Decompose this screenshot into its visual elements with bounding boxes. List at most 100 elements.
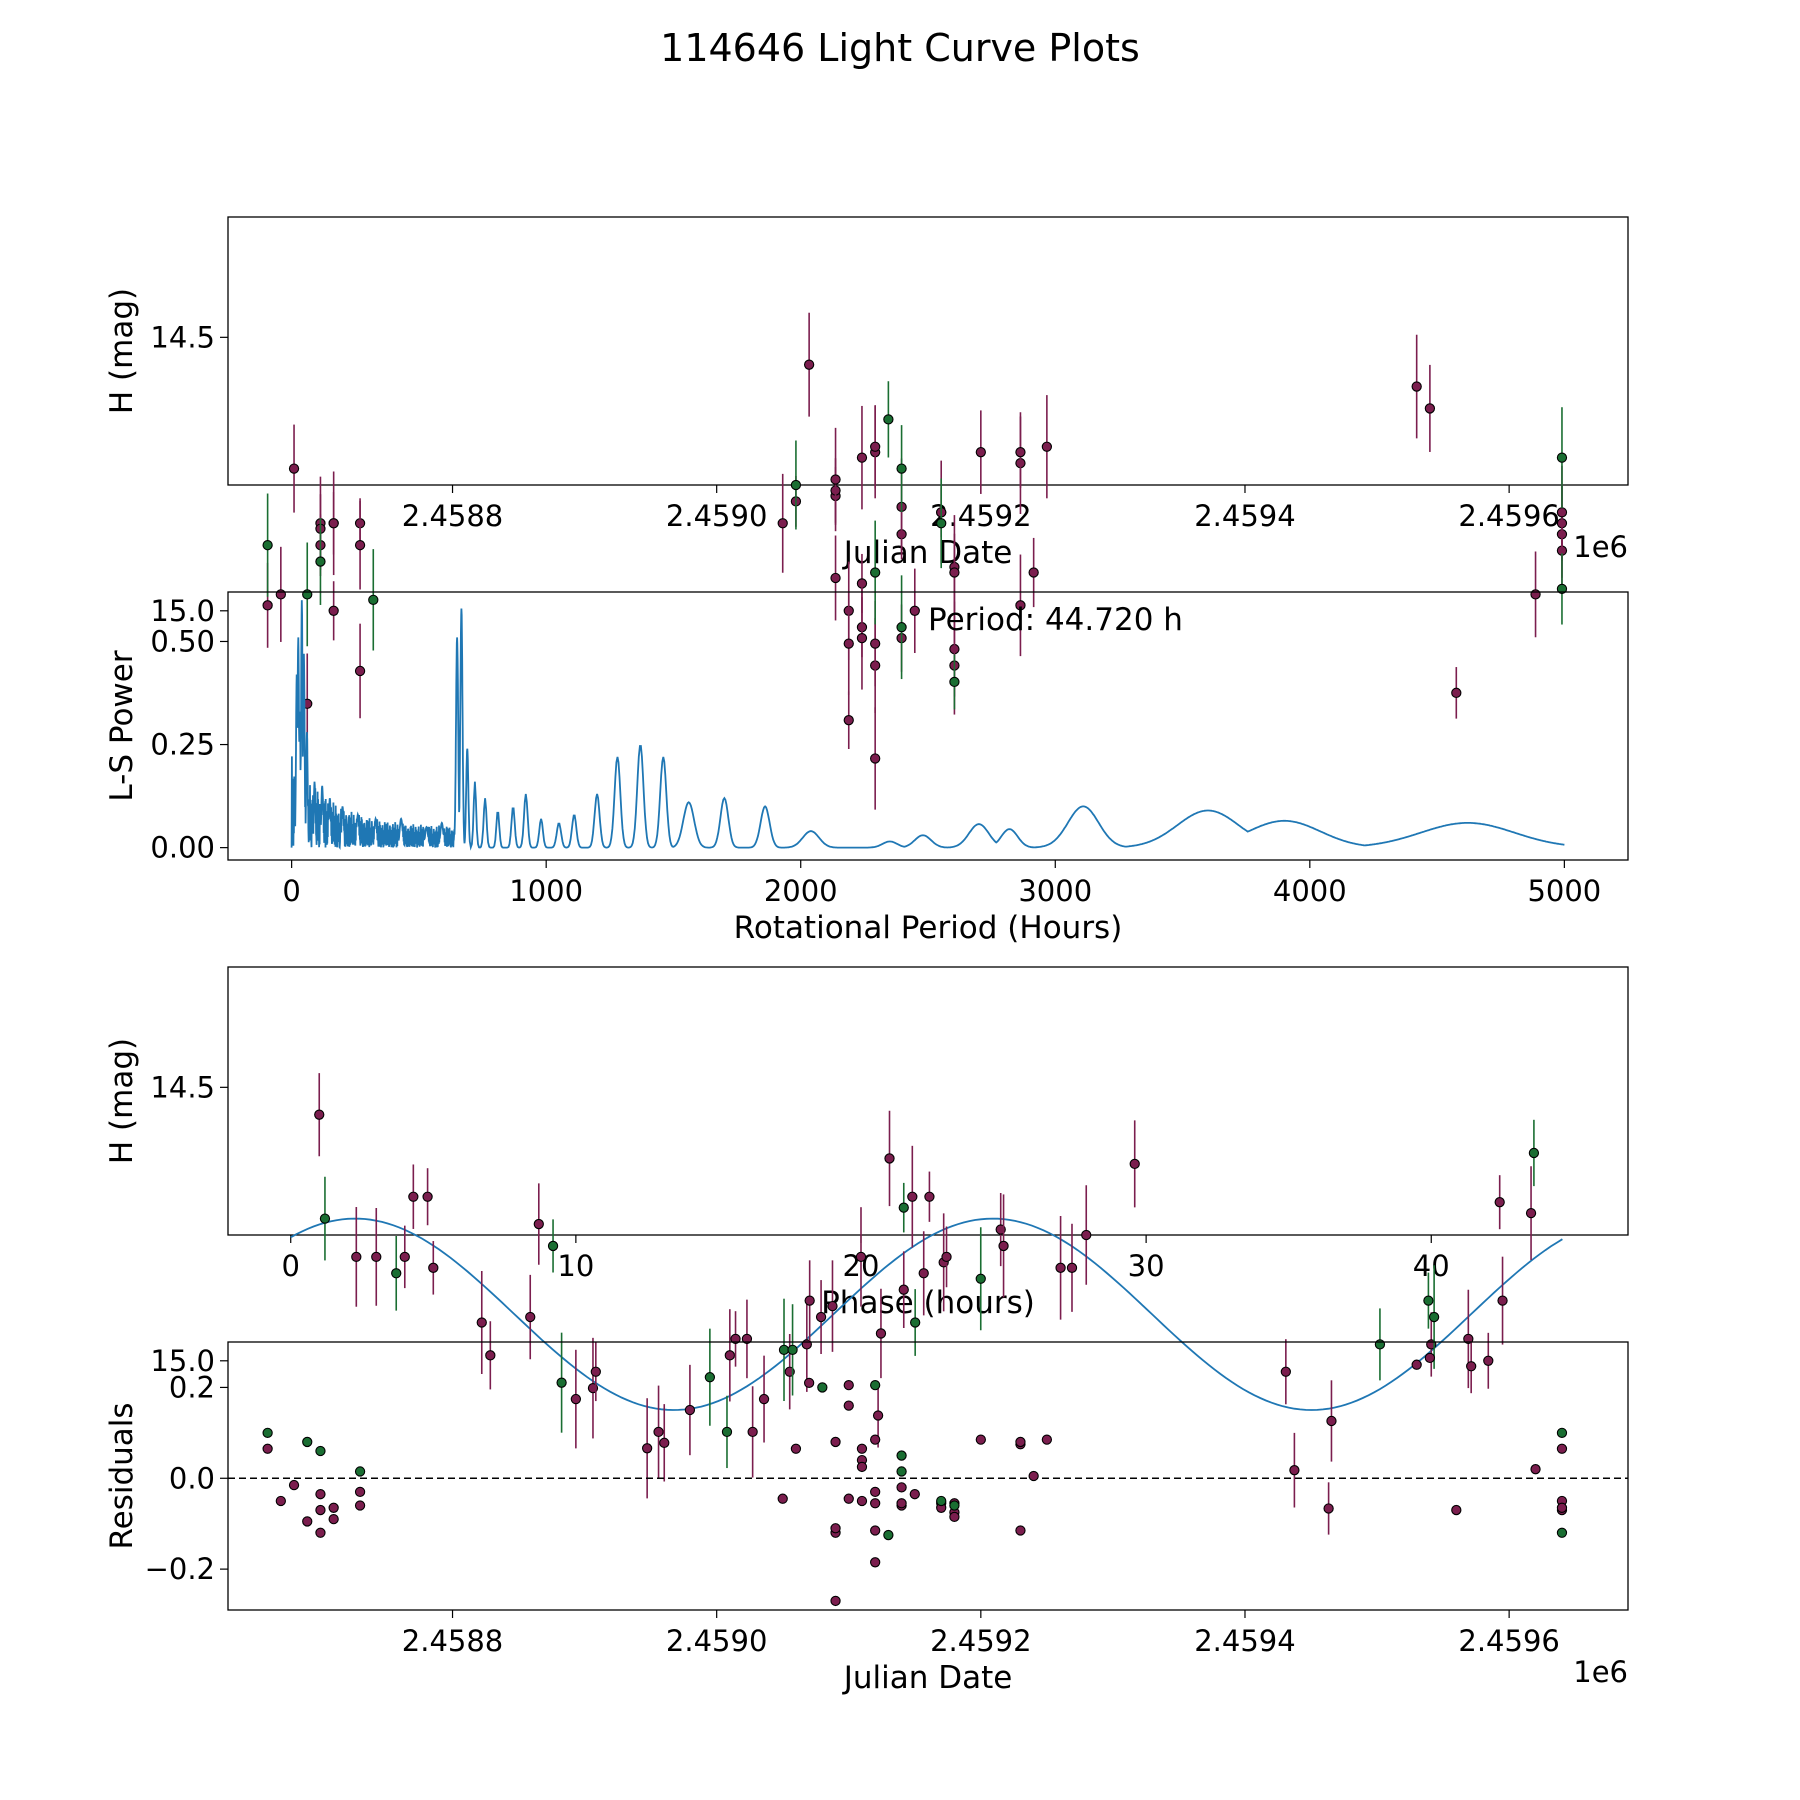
data-point [1055,1262,1066,1273]
periodogram-line [290,600,1565,851]
data-point [815,1311,827,1323]
data-point [590,1366,601,1377]
data-point [790,479,802,491]
data-point [641,1443,653,1454]
plot-frame [227,966,1629,1236]
data-point [1015,1525,1026,1536]
data-point [778,1344,790,1356]
x-tick-label: 3000 [1018,874,1092,908]
data-point [801,1339,812,1350]
x-tick-label: 2.4590 [666,499,767,533]
data-point [830,572,841,584]
x-tick-label: 2000 [764,874,838,908]
data-point [883,1529,894,1541]
data-point [354,540,366,551]
data-point [1015,600,1026,611]
data-point [262,1427,273,1438]
x-tick-label: 2.4592 [930,1624,1031,1658]
data-point [747,1426,758,1438]
data-point [1497,1295,1508,1306]
periodogram-panel: 0 1000 2000 3000 4000 5000 0.00 0.25 0.50 Rotatio… [104,591,1629,946]
data-point [777,518,788,529]
data-point [485,1350,496,1361]
data-point [1129,1158,1140,1170]
data-point [1081,1229,1092,1241]
data-point [1525,1207,1537,1219]
data-point [328,518,339,529]
series-purple [262,1352,1568,1607]
data-point [1411,1359,1422,1370]
series-green [319,1119,1540,1469]
data-point [898,1202,909,1213]
data-point [975,447,986,458]
data-point [827,1300,838,1312]
y-tick-label: 14.5 [150,1070,215,1104]
lightcurve-panel: 2.4588 2.4590 2.4592 2.4594 2.4596 15.0 14.5 Ju… [104,216,1629,810]
y-axis-label: H (mag) [104,1038,140,1164]
data-point [998,1240,1009,1252]
data-point [804,1295,815,1306]
data-point [1528,1147,1540,1159]
x-tick-label: 0 [282,874,300,908]
data-point [1041,441,1053,452]
y-axis-label: L-S Power [104,650,140,801]
data-point [314,1109,325,1120]
x-axis-label: Rotational Period (Hours) [734,910,1123,946]
data-point [1556,452,1568,463]
data-point [898,1284,909,1295]
data-point [302,589,313,600]
data-point [856,578,868,589]
data-point [843,638,854,649]
data-point [1015,447,1026,458]
x-offset-label: 1e6 [1573,1655,1628,1689]
x-tick-label: 2.4594 [1194,1624,1295,1658]
data-point [870,1557,881,1568]
data-point [936,518,947,529]
data-point [351,1251,362,1263]
data-point [653,1426,664,1438]
data-point [949,676,960,688]
data-point [870,1525,881,1536]
data-point [918,1268,929,1279]
data-point [909,1489,920,1500]
data-point [830,1523,841,1534]
data-point [1466,1361,1477,1372]
data-point [936,1495,947,1507]
data-point [758,1393,770,1405]
data-point [856,452,868,463]
data-point [803,359,815,370]
x-tick-label: 2.4588 [402,1624,503,1658]
data-point [1483,1355,1494,1366]
data-point [302,1436,313,1448]
residuals-panel: 2.4588 2.4590 2.4592 2.4594 2.4596 0.2 0.0 −0.2… [104,1341,1629,1696]
data-point [896,1498,907,1509]
x-axis-label: Phase (hours) [821,1285,1035,1321]
x-tick-label: 2.4588 [402,499,503,533]
data-point [870,1434,881,1445]
x-tick-label: 30 [1128,1249,1165,1283]
data-point [870,567,881,578]
data-point [884,1153,895,1164]
x-axis-label: Julian Date [842,1660,1013,1696]
data-point [354,1486,366,1498]
data-point [422,1191,433,1202]
y-axis-label: H (mag) [104,288,140,414]
data-point [872,1410,884,1421]
period-annotation: Period: 44.720 h [928,602,1183,638]
y-tick-label: 15.0 [150,1344,215,1378]
data-point [896,463,907,474]
data-point [1424,403,1436,414]
data-point [949,1511,960,1523]
data-point [547,1240,559,1252]
data-point [875,1328,887,1339]
data-point [1530,589,1541,600]
data-point [408,1191,419,1202]
data-point [533,1218,544,1230]
data-point [1041,1434,1053,1445]
data-point [391,1268,402,1279]
data-point [1289,1465,1300,1476]
data-point [949,567,960,578]
data-point [1326,1415,1337,1427]
data-point [1556,1443,1568,1454]
